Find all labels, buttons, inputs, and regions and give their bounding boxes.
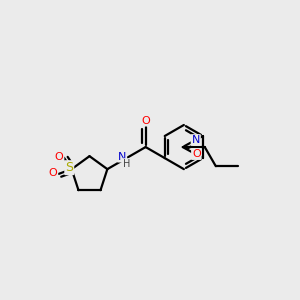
Text: O: O	[49, 168, 57, 178]
Text: S: S	[65, 161, 73, 174]
Text: N: N	[192, 135, 200, 145]
Text: O: O	[141, 116, 150, 126]
Text: N: N	[118, 152, 126, 162]
Text: O: O	[192, 149, 201, 159]
Text: O: O	[55, 152, 64, 162]
Text: H: H	[123, 159, 130, 169]
